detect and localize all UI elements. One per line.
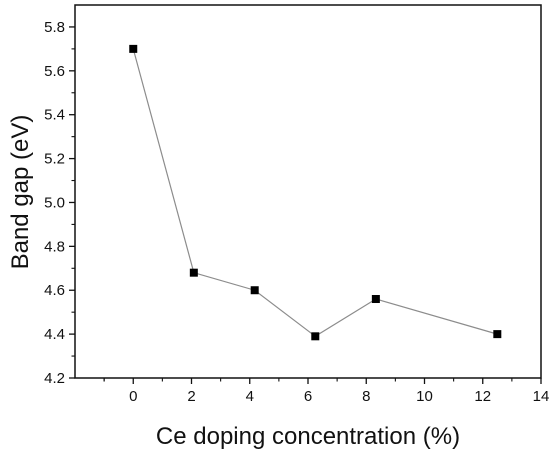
y-tick-label: 4.8 <box>44 238 65 255</box>
data-point <box>311 332 320 341</box>
x-tick-label: 8 <box>362 388 370 405</box>
y-tick-label: 5.0 <box>44 194 65 211</box>
x-tick-label: 10 <box>416 388 433 405</box>
data-point <box>129 44 138 53</box>
x-tick-label: 2 <box>187 388 195 405</box>
data-point <box>371 295 380 304</box>
x-axis: 0 2 4 6 8 10 12 14 <box>103 378 550 405</box>
x-tick-label: 4 <box>246 388 254 405</box>
plot-area-border <box>74 4 542 379</box>
data-point <box>250 286 259 295</box>
x-axis-title: Ce doping concentration (%) <box>156 423 460 450</box>
data-point <box>189 268 198 277</box>
data-point <box>493 330 502 339</box>
y-tick-label: 5.8 <box>44 19 65 36</box>
y-tick-label: 5.2 <box>44 151 65 168</box>
series-layer <box>129 44 502 341</box>
plot-frame <box>74 4 542 379</box>
y-tick-label: 4.2 <box>44 370 65 387</box>
y-axis-title: Band gap (eV) <box>7 115 34 270</box>
x-tick-label: 6 <box>304 388 312 405</box>
y-tick-label: 4.6 <box>44 282 65 299</box>
y-tick-label: 4.4 <box>44 326 65 343</box>
x-tick-label: 14 <box>533 388 550 405</box>
series-line <box>132 48 498 338</box>
x-tick-label: 0 <box>129 388 137 405</box>
y-tick-label: 5.6 <box>44 63 65 80</box>
x-tick-label: 12 <box>474 388 491 405</box>
y-tick-label: 5.4 <box>44 107 65 124</box>
y-axis: 4.2 4.4 4.6 4.8 5.0 5.2 5.4 5.6 5.8 <box>44 19 75 387</box>
